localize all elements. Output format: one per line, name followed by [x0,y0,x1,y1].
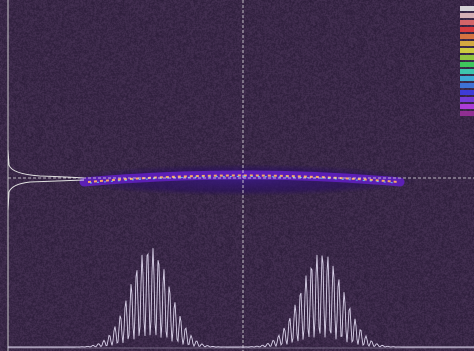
color-scale-swatch [460,20,474,25]
color-scale-swatch [460,27,474,32]
color-scale-swatch [460,55,474,60]
color-scale-swatch [460,97,474,102]
color-scale-swatch [460,34,474,39]
horizontal-profile-curve [7,248,474,348]
color-scale-swatch [460,104,474,109]
color-scale-swatch [460,41,474,46]
color-scale-swatch [460,83,474,88]
color-scale-swatch [460,6,474,11]
color-scale-swatch [460,111,474,116]
color-scale-swatch [460,76,474,81]
color-scale-swatch [460,69,474,74]
color-scale-swatch [460,62,474,67]
vertical-profile-curve [7,149,85,179]
beam-core-cyan [89,176,397,184]
color-scale-swatch [460,48,474,53]
color-scale-swatch [460,90,474,95]
vertical-profile-curve-lower [7,179,85,211]
beam-core-bright [87,174,399,183]
color-scale-swatch [460,13,474,18]
color-scale-legend [460,6,474,124]
